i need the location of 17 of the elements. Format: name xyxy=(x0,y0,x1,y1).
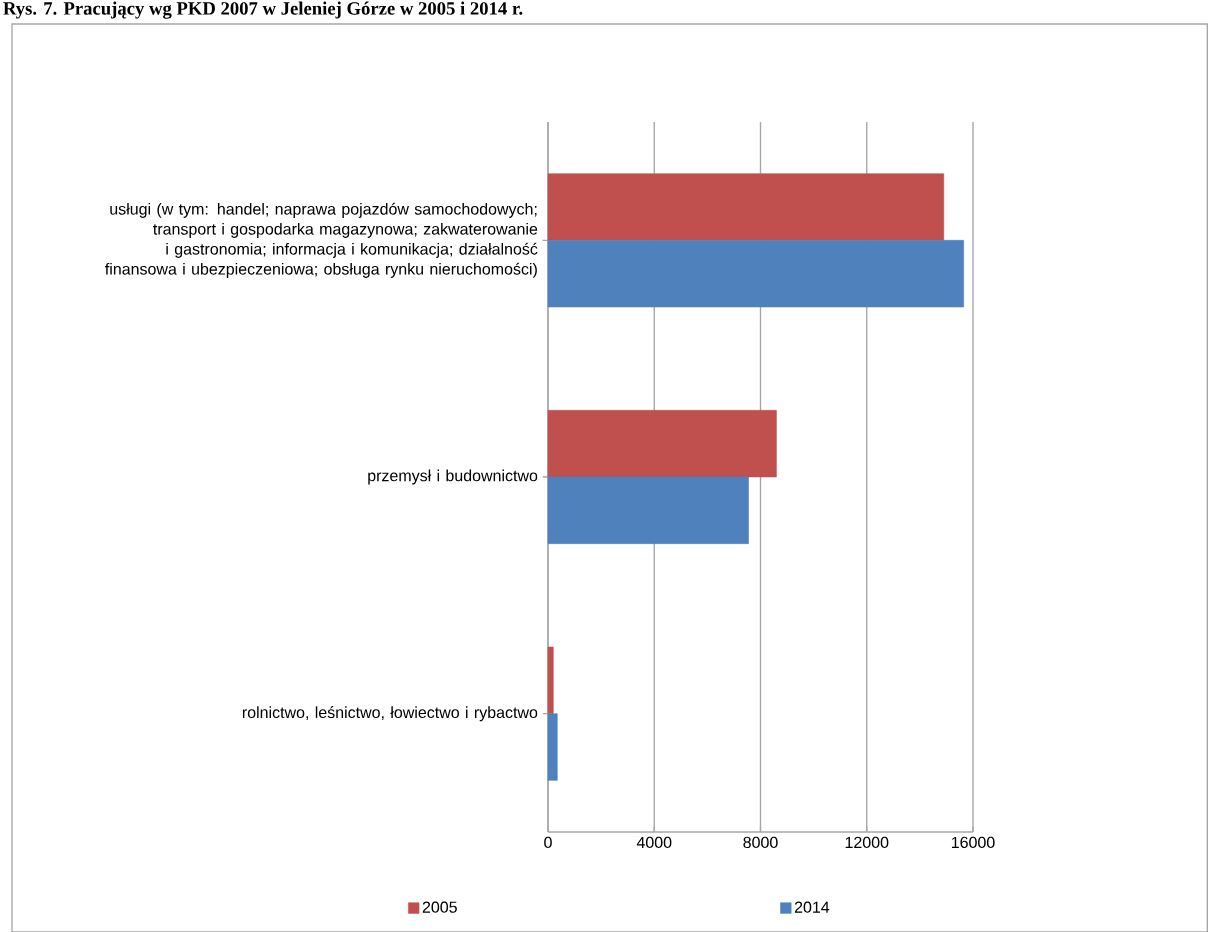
x-tick-label: 0 xyxy=(544,836,552,849)
legend-label: 2005 xyxy=(422,901,457,913)
x-tick-label: 4000 xyxy=(636,836,672,849)
text: Rys. 7. Pracujący wg PKD 2007 w Jeleniej Górze w 2005 i 2014 r. xyxy=(3,1,523,19)
legend-label: 2014 xyxy=(794,901,830,913)
x-tick-label: 8000 xyxy=(743,836,778,849)
y-tick-label: usługi (w tym: handel; naprawa pojazdów samochodowych; transport i gospodarka magazynowa; zakwaterowanie i gastronomia; informacja i komunikacja; działalność finansowa i ubezpieczeniowa; obsługa rynku nieruchomości) xyxy=(105,202,538,278)
x-tick-label: 12000 xyxy=(845,836,889,849)
y-tick-label: rolnictwo, leśnictwo, łowiectwo i rybactwo xyxy=(242,706,538,722)
bar xyxy=(547,410,777,478)
bar xyxy=(547,240,964,308)
y-tick-label: przemysł i budownictwo xyxy=(368,469,538,485)
bar xyxy=(547,646,554,714)
bar xyxy=(547,713,558,781)
x-tick-label: 16000 xyxy=(951,836,995,849)
bar xyxy=(547,173,945,241)
bar xyxy=(547,476,749,544)
